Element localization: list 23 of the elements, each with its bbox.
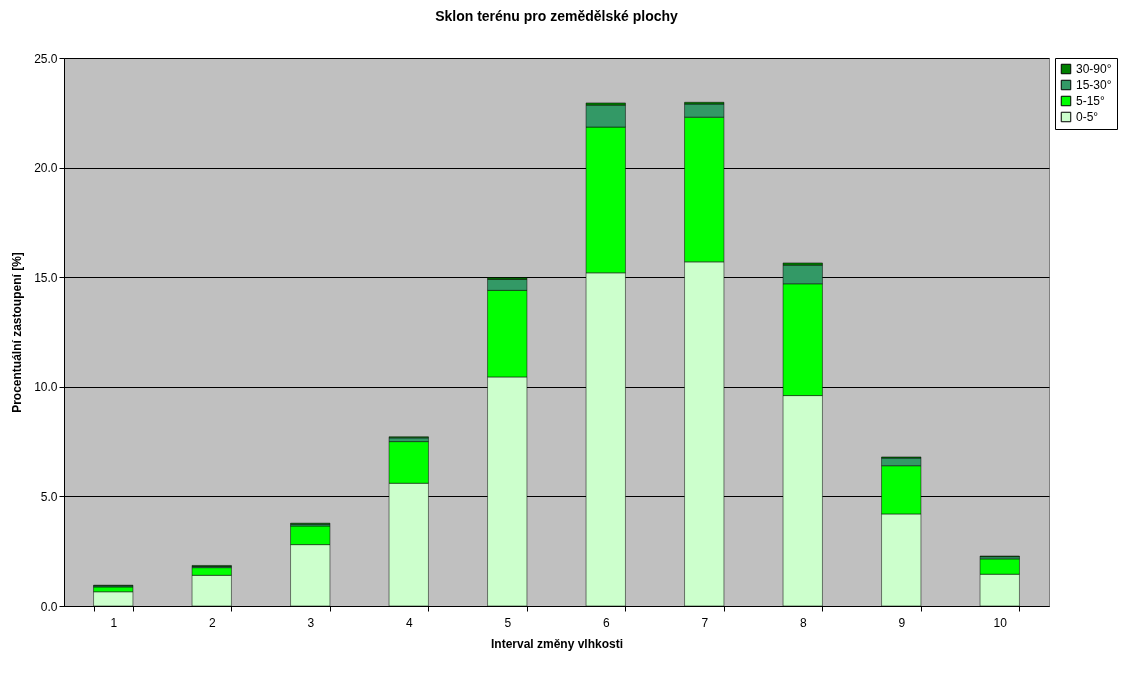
y-tick-label: 0.0: [40, 599, 58, 614]
y-tick-label: 20.0: [34, 161, 58, 176]
x-tick-label: 10: [993, 615, 1008, 630]
y-tick-label: 5.0: [40, 489, 58, 504]
y-tick-label: 15.0: [34, 270, 58, 285]
legend-label: 15-30°: [1076, 78, 1112, 92]
legend-label: 0-5°: [1076, 110, 1099, 124]
y-axis-title: Procentuální zastoupení [%]: [10, 252, 25, 413]
x-tick-label: 4: [405, 615, 413, 630]
legend-label: 30-90°: [1076, 62, 1112, 76]
x-tick-label: 6: [602, 615, 610, 630]
x-tick-label: 9: [898, 615, 906, 630]
chart-title: Sklon terénu pro zemědělské plochy: [435, 8, 679, 24]
legend-label: 5-15°: [1076, 94, 1106, 108]
x-tick-label: 5: [504, 615, 512, 630]
x-tick-label: 7: [701, 615, 709, 630]
x-tick-label: 3: [307, 615, 315, 630]
x-axis-title: Interval změny vlhkosti: [490, 636, 624, 651]
x-tick-label: 2: [208, 615, 216, 630]
y-tick-label: 10.0: [34, 380, 58, 395]
x-tick-label: 8: [799, 615, 807, 630]
y-tick-label: 25.0: [34, 51, 58, 66]
x-tick-label: 1: [110, 615, 118, 630]
